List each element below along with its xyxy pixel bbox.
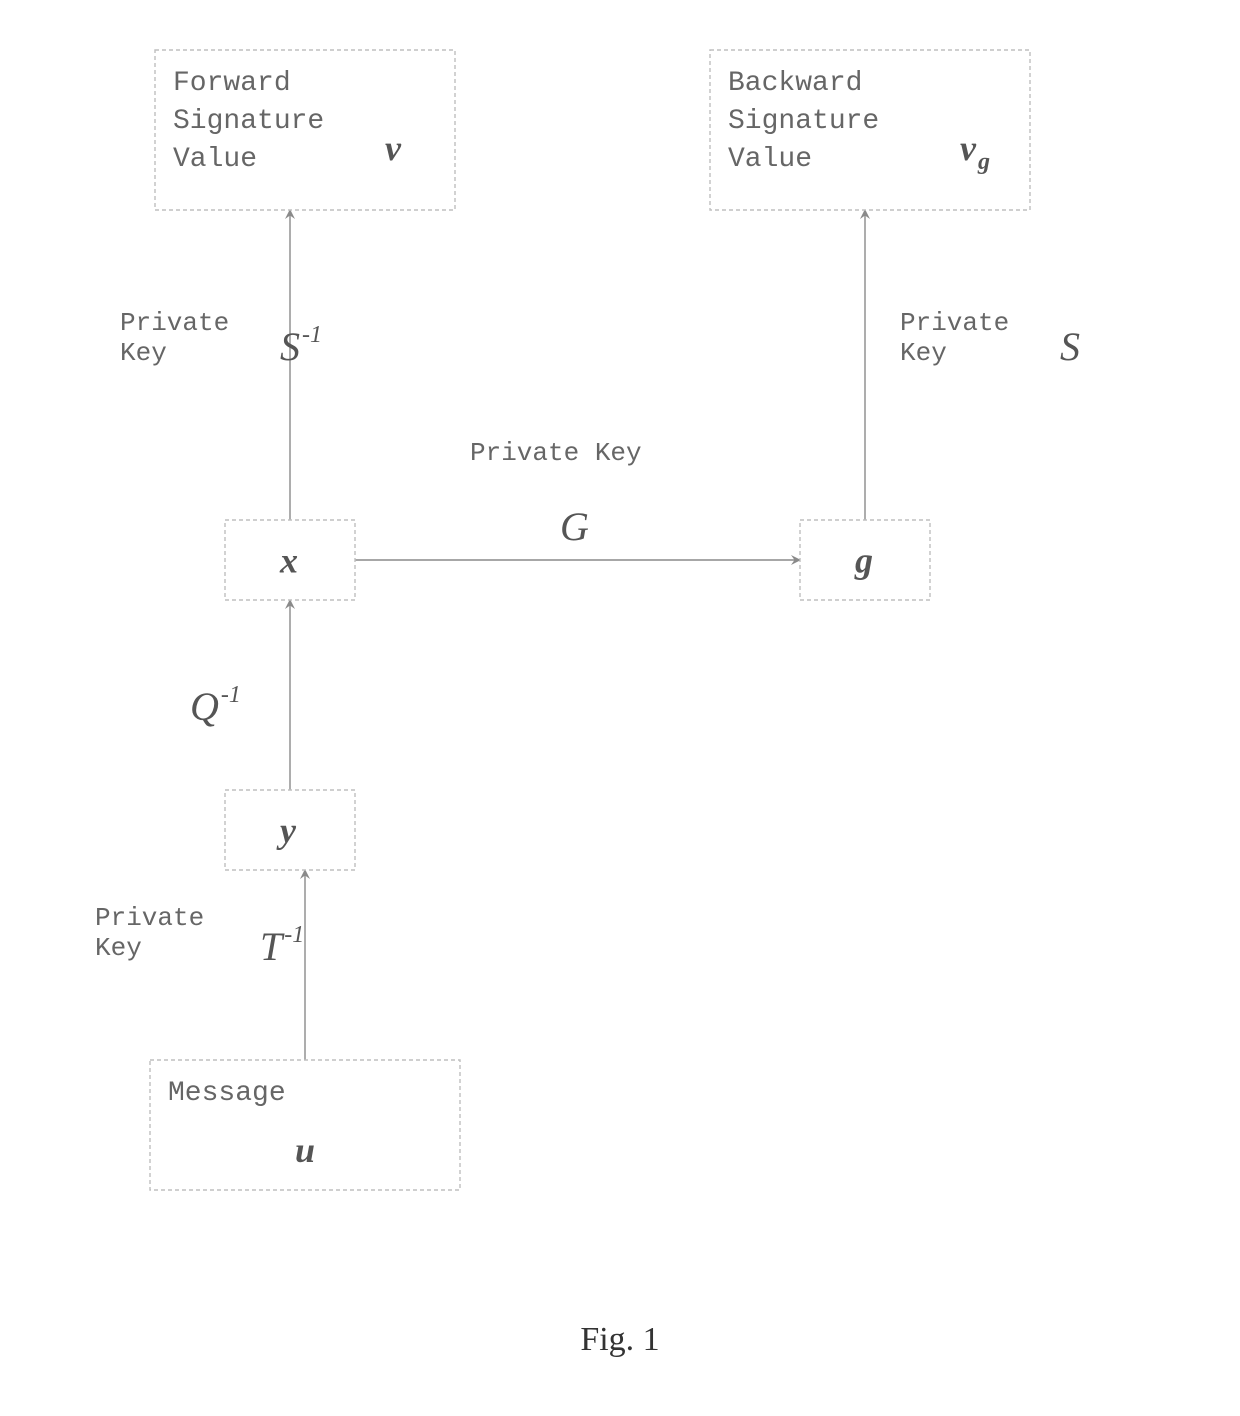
edge-label: Private Key [470,438,642,468]
edge-label: Key [95,933,142,963]
node-var: y [276,811,297,851]
node-var: u [295,1130,315,1170]
edge-math: G [560,504,589,549]
node-label: Signature [728,106,879,137]
figure-caption: Fig. 1 [580,1321,659,1358]
edge-label: Private [120,308,229,338]
edge-label: Key [900,338,947,368]
edge-label: Key [120,338,167,368]
node-var: v [385,128,402,168]
edge-math: S-1 [280,322,322,369]
node-var: x [279,541,298,581]
node-label: Value [728,144,812,175]
node-label: Forward [173,68,291,99]
node-label: Signature [173,106,324,137]
edge-label: Private [900,308,1009,338]
edge-label: Private [95,903,204,933]
edge-math: S [1060,324,1080,369]
edge-math: Q-1 [190,682,241,729]
node-label: Message [168,1078,286,1109]
node-var: g [854,541,873,581]
node-label: Value [173,144,257,175]
node-label: Backward [728,68,862,99]
edge-math: T-1 [260,922,304,969]
